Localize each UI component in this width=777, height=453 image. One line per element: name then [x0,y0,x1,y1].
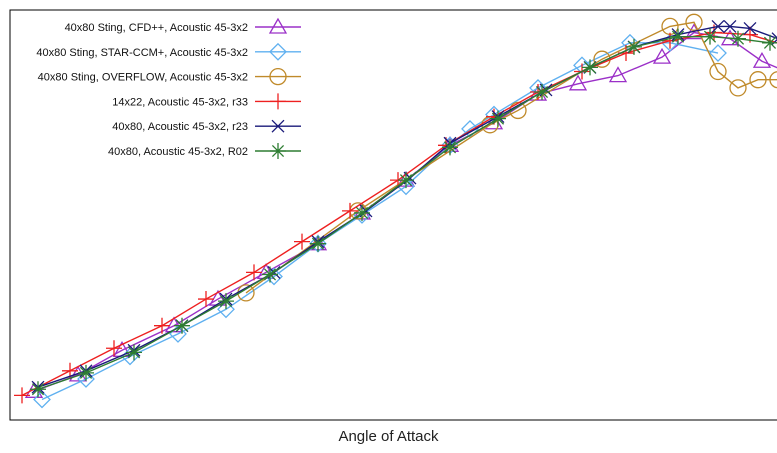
data-point [685,13,703,31]
legend-marker [270,143,286,159]
data-point [709,62,727,81]
legend-label: 40x80 Sting, CFD++, Acoustic 45-3x2 [65,22,248,34]
data-point [442,139,458,156]
data-point [582,59,598,76]
data-point [174,317,190,334]
data-point [164,316,184,333]
legend-label: 40x80 Sting, STAR-CCM+, Acoustic 45-3x2 [36,47,248,59]
data-point [534,84,550,100]
data-point [126,344,142,361]
legend-item-5: 40x80, Acoustic 45-3x2, r23 [112,119,301,133]
legend-label: 40x80 Sting, OVERFLOW, Acoustic 45-3x2 [38,72,248,84]
data-point [198,291,214,308]
data-point [218,293,234,310]
legend-label: 40x80, Acoustic 45-3x2, R02 [108,146,248,158]
data-point [702,28,718,45]
data-point [752,51,772,68]
data-point [762,34,777,51]
data-point [461,119,479,138]
legend-item-6: 40x80, Acoustic 45-3x2, R02 [108,143,301,159]
data-point [342,202,358,219]
legend-label: 14x22, Acoustic 45-3x2, r33 [112,96,248,108]
data-point [294,233,310,250]
data-point [743,21,757,35]
legend-item-3: 40x80 Sting, OVERFLOW, Acoustic 45-3x2 [38,67,301,86]
data-point [78,364,94,381]
data-point [354,204,370,221]
data-point [568,74,588,91]
data-point [652,47,672,64]
series-2 [33,33,727,409]
data-point [670,28,686,45]
legend-marker [268,17,288,34]
data-point [246,264,262,281]
series-line [21,31,777,397]
series-6 [30,28,777,398]
legend: 40x80 Sting, CFD++, Acoustic 45-3x2 40x80… [36,17,301,159]
series-3 [237,13,777,302]
data-point [398,172,414,189]
data-point [30,381,46,398]
legend-marker [270,93,286,110]
legend-marker [269,67,287,86]
data-point [749,71,767,89]
data-point [154,317,170,334]
data-point [262,266,278,283]
data-point [490,110,506,127]
data-point [730,30,746,47]
legend-marker [269,42,287,61]
series-line [33,31,777,392]
data-point [662,32,678,49]
series-line [245,21,777,294]
data-point [608,66,628,83]
x-axis-label: Angle of Attack [338,428,439,445]
legend-label: 40x80, Acoustic 45-3x2, r23 [112,121,248,133]
data-point [14,387,30,404]
series-line [37,35,771,390]
data-point [106,340,122,357]
data-point [626,38,642,55]
data-point [711,19,725,33]
data-point [769,71,777,89]
legend-marker [271,119,285,133]
data-point [33,390,51,409]
legend-item-2: 40x80 Sting, STAR-CCM+, Acoustic 45-3x2 [36,42,301,61]
legend-item-1: 40x80 Sting, CFD++, Acoustic 45-3x2 [65,17,301,34]
data-point [729,79,747,97]
series-layer [14,13,777,409]
data-point [709,44,727,62]
data-point [310,235,326,252]
data-point [723,19,737,33]
legend-item-4: 14x22, Acoustic 45-3x2, r33 [112,93,301,110]
plot-frame [9,9,777,421]
